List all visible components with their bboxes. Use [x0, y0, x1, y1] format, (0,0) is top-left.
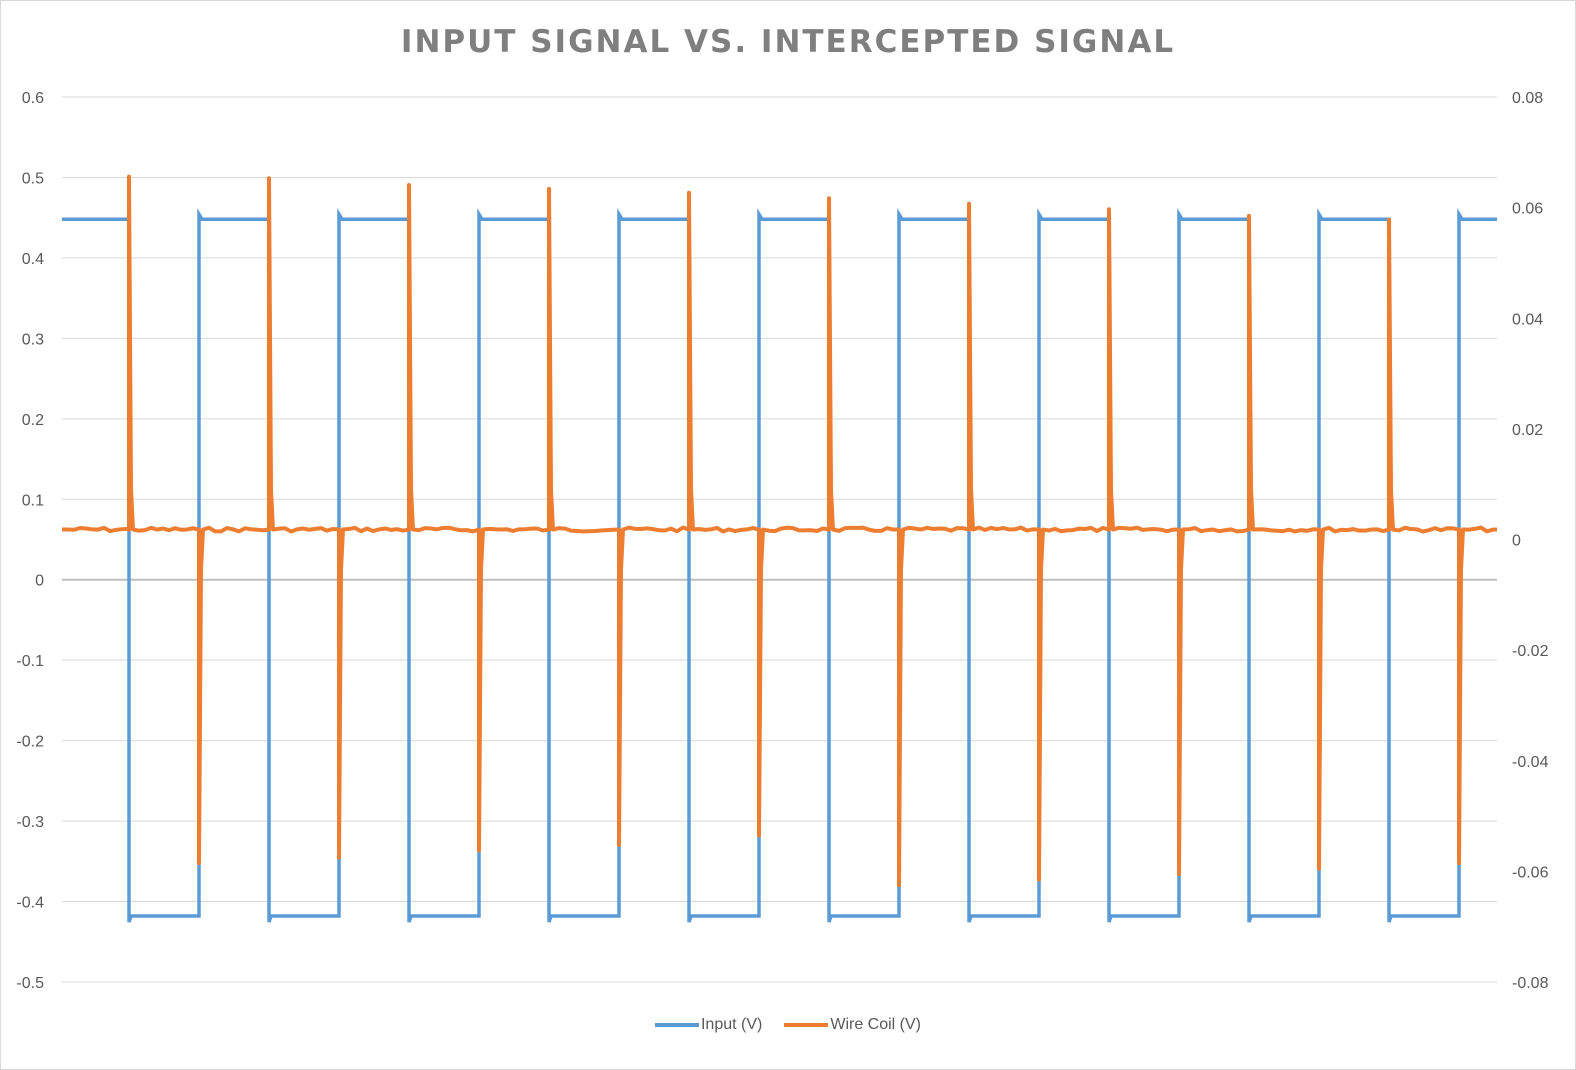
legend-label-input: Input (V)	[700, 1016, 763, 1033]
gridlines	[62, 96, 1497, 983]
legend-label-wire-coil: Wire Coil (V)	[830, 1016, 922, 1033]
left-axis-tick-label: -0.3	[16, 814, 44, 831]
legend-item-wire-coil: Wire Coil (V)	[784, 1016, 921, 1034]
right-axis-tick-label: -0.04	[1512, 754, 1549, 771]
right-axis-tick-label: 0.06	[1512, 201, 1543, 218]
left-axis-tick-label: 0	[35, 573, 44, 590]
right-axis-tick-label: -0.02	[1512, 643, 1549, 660]
legend: Input (V) Wire Coil (V)	[0, 1016, 1576, 1034]
left-axis-tick-label: 0.6	[22, 90, 44, 107]
legend-swatch-input	[654, 1023, 699, 1027]
right-axis-tick-label: 0.02	[1512, 422, 1543, 439]
left-axis-tick-label: -0.1	[16, 653, 44, 670]
series-layer	[61, 174, 1498, 923]
left-axis-tick-label: -0.5	[16, 975, 44, 992]
right-axis-ticks: 0.08 0.06 0.04 0.02 0 -0.02 -0.04 -0.06 -0.08	[1512, 90, 1549, 992]
series-line-input	[62, 207, 1497, 923]
left-axis-tick-label: -0.2	[16, 734, 44, 751]
left-axis-ticks: 0.6 0.5 0.4 0.3 0.2 0.1 0 -0.1 -0.2 -0.3 -0.4 -0.5	[16, 90, 44, 992]
right-axis-tick-label: -0.06	[1512, 864, 1549, 881]
left-axis-tick-label: -0.4	[16, 895, 44, 912]
legend-item-input: Input (V)	[654, 1016, 763, 1034]
right-axis-tick-label: 0.04	[1512, 311, 1543, 328]
chart-title: INPUT SIGNAL VS. INTERCEPTED SIGNAL	[400, 24, 1176, 60]
right-axis-tick-label: 0.08	[1512, 90, 1543, 107]
series-line-wire-coil	[61, 174, 1498, 888]
right-axis-tick-label: -0.08	[1512, 975, 1549, 992]
left-axis-tick-label: 0.5	[22, 170, 44, 187]
left-axis-tick-label: 0.4	[22, 251, 44, 268]
left-axis-tick-label: 0.2	[22, 412, 44, 429]
right-axis-tick-label: 0	[1512, 533, 1521, 550]
legend-swatch-wire-coil	[784, 1023, 829, 1027]
left-axis-tick-label: 0.3	[22, 331, 44, 348]
left-axis-tick-label: 0.1	[22, 492, 44, 509]
